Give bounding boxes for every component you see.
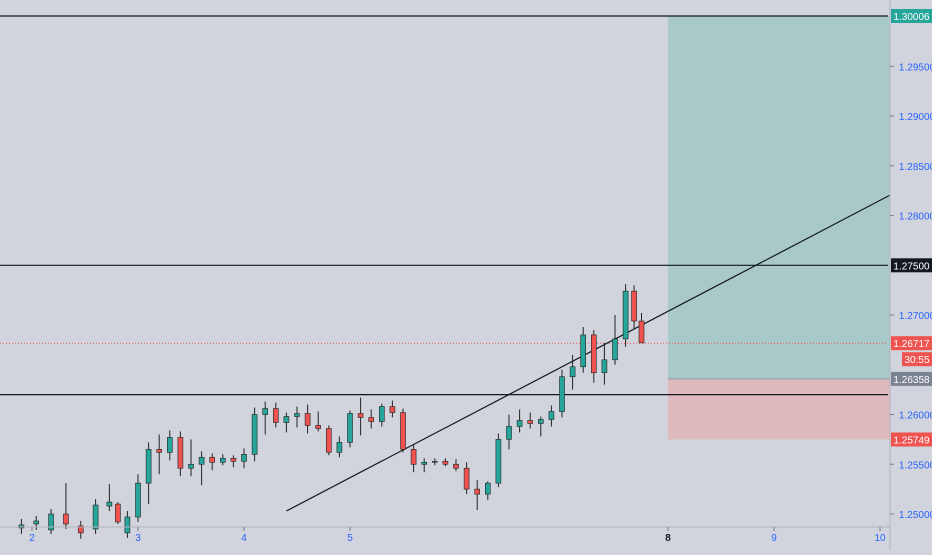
price-tick-label-4: 1.28000 (899, 212, 932, 223)
candle-body-10 (135, 482, 141, 518)
candle-body-53 (590, 334, 597, 374)
candle-body-46 (516, 420, 523, 427)
candle-body-56 (622, 290, 629, 340)
price-tick-label-8: 1.25000 (899, 510, 932, 521)
candle-body-52 (580, 334, 587, 368)
time-tick-label-7: 10 (874, 533, 886, 544)
candle-body-40 (453, 463, 459, 469)
candle-body-8 (115, 503, 121, 523)
candle-body-41 (463, 467, 470, 490)
time-tick-label-4: 5 (347, 533, 353, 544)
candle-body-54 (601, 359, 608, 374)
candle-body-32 (368, 417, 375, 422)
level-price-badge-bg (891, 258, 932, 273)
candle-body-18 (220, 457, 226, 463)
candle-body-28 (325, 428, 332, 453)
current-price-badge: 1.26717 (893, 339, 930, 350)
price-tick-label-6: 1.26000 (899, 411, 932, 422)
stop-price-badge: 1.25749 (893, 435, 930, 446)
candle-body-16 (198, 456, 205, 465)
candle-body-43 (484, 482, 491, 495)
candle-body-48 (537, 419, 544, 424)
candle-body-42 (474, 488, 481, 495)
stop-zone (668, 378, 932, 440)
price-tick-label-3: 1.28500 (899, 162, 932, 173)
trend-line (286, 183, 913, 512)
candle-body-31 (357, 413, 364, 418)
candle-body-35 (400, 412, 406, 450)
candle-body-37 (421, 461, 428, 465)
time-tick-label-5: 8 (665, 533, 671, 544)
time-tick-label-3: 4 (241, 533, 247, 544)
candle-body-29 (336, 442, 343, 453)
candle-body-57 (631, 290, 637, 322)
candle-body-34 (389, 406, 396, 413)
countdown-badge-bg (902, 352, 932, 367)
candle-body-9 (124, 516, 131, 534)
candle-body-3 (48, 513, 54, 531)
candle-body-22 (262, 408, 269, 415)
candle-body-17 (209, 456, 215, 463)
target-price-badge-bg (891, 9, 932, 23)
candle-body-24 (283, 416, 290, 423)
countdown-badge: 30:55 (904, 355, 929, 366)
candle-body-21 (251, 414, 258, 455)
target-zone (668, 16, 932, 379)
level-price-badge: 1.27500 (893, 261, 930, 272)
price-tick-label-1: 1.29500 (899, 62, 932, 73)
candle-body-58 (638, 320, 645, 344)
candle-body-20 (241, 454, 247, 462)
candle-body-26 (304, 413, 311, 426)
target-price-badge: 1.30006 (893, 12, 930, 23)
candle-body-55 (612, 338, 618, 361)
candle-body-23 (272, 408, 279, 423)
price-axis-background (890, 0, 932, 550)
candle-body-4 (63, 513, 69, 525)
stop-price-badge-bg (891, 432, 932, 447)
entry-price-badge: 1.26358 (893, 375, 930, 386)
candle-body-19 (230, 457, 237, 462)
candle-body-2 (33, 520, 40, 525)
candle-body-33 (378, 406, 385, 422)
candle-body-47 (527, 420, 534, 424)
candle-body-11 (145, 449, 152, 484)
candle-body-38 (431, 460, 438, 463)
candle-body-15 (188, 463, 194, 469)
candle-body-27 (315, 425, 322, 429)
candle-body-39 (442, 460, 449, 465)
time-tick-label-6: 9 (771, 533, 777, 544)
candle-body-45 (506, 426, 512, 440)
candle-body-6 (92, 504, 99, 530)
current-price-badge-bg (891, 336, 932, 351)
candle-body-7 (106, 501, 113, 507)
candle-body-12 (156, 449, 162, 453)
candle-body-36 (410, 449, 417, 465)
candle-body-1 (18, 524, 25, 529)
price-tick-label-2: 1.29000 (899, 112, 932, 123)
price-tick-label-7: 1.25500 (899, 460, 932, 471)
candle-body-51 (569, 366, 576, 378)
candle-body-49 (548, 411, 555, 420)
price-tick-label-5: 1.27000 (899, 311, 932, 322)
candle-body-30 (347, 413, 353, 443)
candle-body-14 (177, 437, 184, 469)
candle-body-44 (495, 439, 502, 484)
candle-body-25 (294, 413, 300, 417)
time-tick-label-2: 3 (135, 533, 141, 544)
time-tick-label-1: 2 (29, 533, 35, 544)
candle-body-5 (77, 525, 84, 534)
entry-price-badge-bg (891, 371, 932, 386)
candle-body-50 (559, 376, 565, 412)
candle-body-13 (167, 437, 173, 453)
